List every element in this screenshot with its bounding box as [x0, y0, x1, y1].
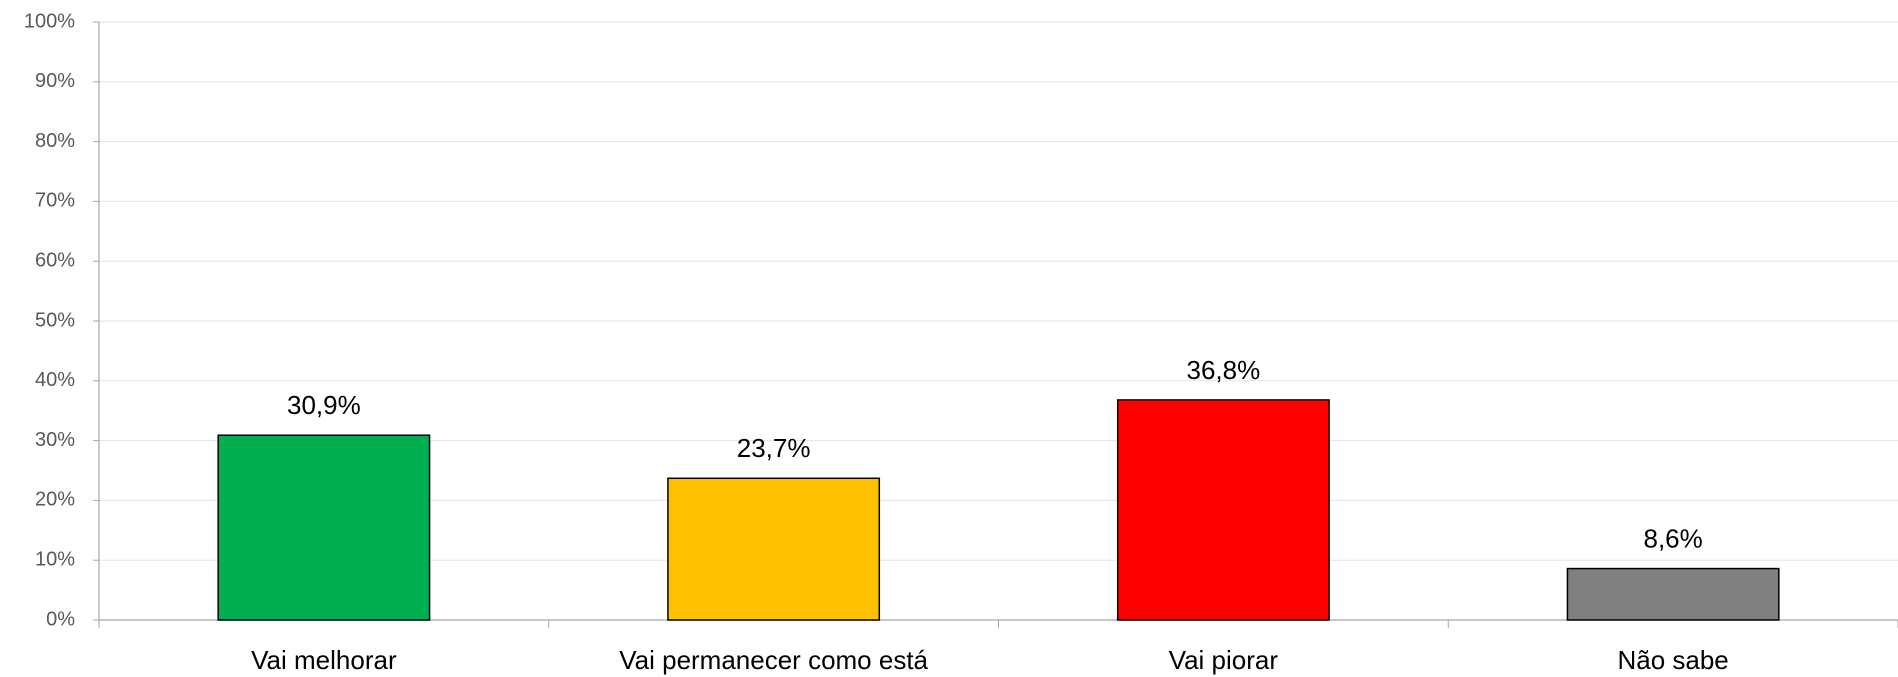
bar [1566, 567, 1780, 621]
y-tick-label: 60% [35, 249, 75, 271]
y-tick-label: 30% [35, 429, 75, 451]
y-tick-label: 100% [24, 10, 75, 32]
bar [1116, 399, 1330, 621]
y-tick-label: 50% [35, 309, 75, 331]
data-label: 23,7% [737, 433, 811, 463]
y-tick-label: 90% [35, 70, 75, 92]
y-tick-label: 40% [35, 369, 75, 391]
data-label: 36,8% [1187, 355, 1261, 385]
x-tick-label: Não sabe [1617, 645, 1728, 675]
y-tick-label: 20% [35, 489, 75, 511]
y-tick-label: 80% [35, 130, 75, 152]
y-tick-label: 10% [35, 548, 75, 570]
y-tick-label: 70% [35, 190, 75, 212]
x-tick-label: Vai permanecer como está [619, 645, 928, 675]
x-tick-label: Vai melhorar [251, 645, 397, 675]
x-tick-label: Vai piorar [1169, 645, 1279, 675]
data-label: 30,9% [287, 390, 361, 420]
data-label: 8,6% [1643, 523, 1702, 553]
bar [217, 434, 431, 621]
bar [667, 477, 881, 621]
y-tick-label: 0% [46, 608, 75, 630]
